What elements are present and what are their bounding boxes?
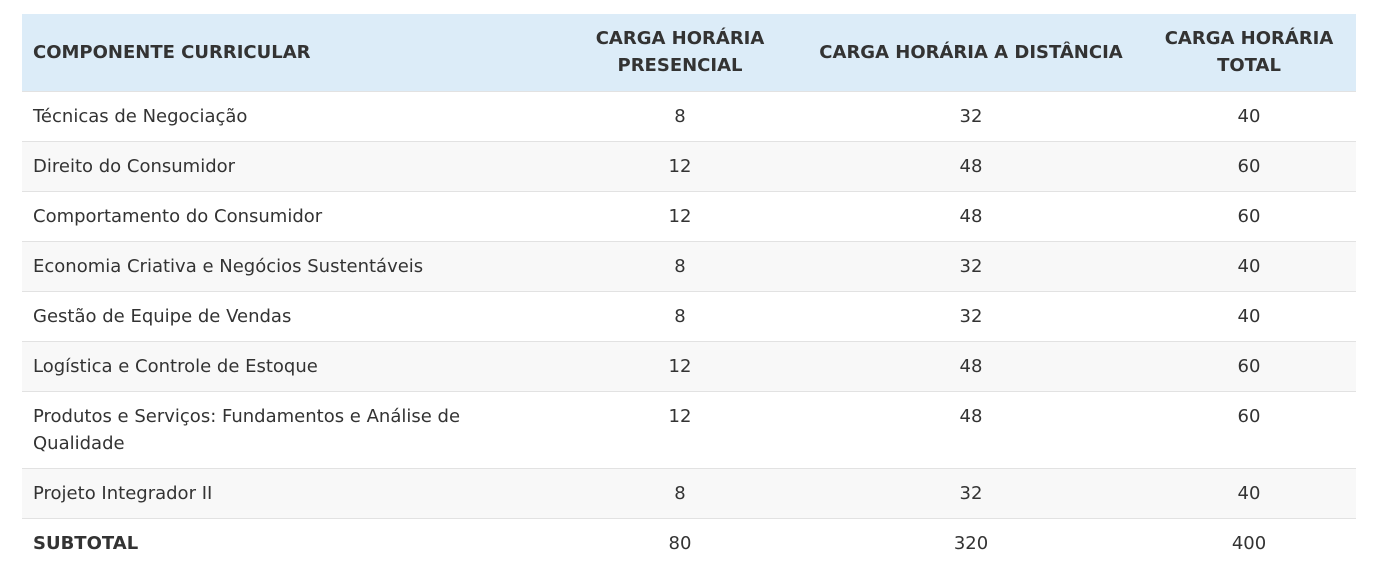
cell-presencial: 8: [560, 290, 800, 341]
header-carga-distancia: CARGA HORÁRIA A DISTÂNCIA: [819, 41, 1123, 63]
cell-distancia: 48: [800, 390, 1142, 468]
cell-componente: Economia Criativa e Negócios Sustentávei…: [22, 240, 560, 291]
cell-total: 60: [1142, 340, 1356, 391]
table-row: Produtos e Serviços: Fundamentos e Análi…: [22, 390, 1356, 468]
subtotal-row: SUBTOTAL 80 320 400: [22, 517, 1356, 568]
cell-presencial: 12: [560, 390, 800, 468]
cell-presencial: 8: [560, 467, 800, 518]
cell-total: 60: [1142, 390, 1356, 468]
header-carga-presencial: CARGA HORÁRIA PRESENCIAL: [595, 28, 765, 77]
table-row: Projeto Integrador II 8 32 40: [22, 467, 1356, 518]
cell-componente: Logística e Controle de Estoque: [22, 340, 560, 391]
cell-presencial: 12: [560, 340, 800, 391]
cell-presencial: 12: [560, 140, 800, 191]
cell-componente: Projeto Integrador II: [22, 467, 560, 518]
header-componente-curricular: COMPONENTE CURRICULAR: [33, 41, 311, 63]
cell-presencial: 12: [560, 190, 800, 241]
cell-distancia: 32: [800, 467, 1142, 518]
cell-distancia: 48: [800, 190, 1142, 241]
subtotal-presencial: 80: [560, 517, 800, 568]
cell-total: 60: [1142, 140, 1356, 191]
cell-componente: Comportamento do Consumidor: [22, 190, 560, 241]
subtotal-total: 400: [1142, 517, 1356, 568]
cell-total: 40: [1142, 90, 1356, 141]
table-row: Direito do Consumidor 12 48 60: [22, 140, 1356, 191]
cell-total: 60: [1142, 190, 1356, 241]
cell-distancia: 48: [800, 340, 1142, 391]
cell-total: 40: [1142, 467, 1356, 518]
cell-presencial: 8: [560, 240, 800, 291]
header-row: COMPONENTE CURRICULAR CARGA HORÁRIA PRES…: [22, 14, 1356, 91]
cell-componente: Direito do Consumidor: [22, 140, 560, 191]
cell-distancia: 48: [800, 140, 1142, 191]
cell-presencial: 8: [560, 90, 800, 141]
table-header: COMPONENTE CURRICULAR CARGA HORÁRIA PRES…: [22, 14, 1356, 91]
table-row: Logística e Controle de Estoque 12 48 60: [22, 340, 1356, 391]
table-row: Gestão de Equipe de Vendas 8 32 40: [22, 290, 1356, 341]
table-row: Comportamento do Consumidor 12 48 60: [22, 190, 1356, 241]
cell-componente: Técnicas de Negociação: [22, 90, 560, 141]
curriculum-table: COMPONENTE CURRICULAR CARGA HORÁRIA PRES…: [22, 14, 1356, 568]
curriculum-table-container: COMPONENTE CURRICULAR CARGA HORÁRIA PRES…: [22, 14, 1356, 568]
table-row: Técnicas de Negociação 8 32 40: [22, 90, 1356, 141]
cell-distancia: 32: [800, 290, 1142, 341]
cell-distancia: 32: [800, 90, 1142, 141]
cell-total: 40: [1142, 240, 1356, 291]
cell-componente: Produtos e Serviços: Fundamentos e Análi…: [22, 390, 560, 468]
subtotal-label: SUBTOTAL: [22, 517, 560, 568]
subtotal-distancia: 320: [800, 517, 1142, 568]
cell-distancia: 32: [800, 240, 1142, 291]
table-body: Técnicas de Negociação 8 32 40 Direito d…: [22, 90, 1356, 568]
header-carga-total: CARGA HORÁRIA TOTAL: [1164, 28, 1334, 77]
cell-componente: Gestão de Equipe de Vendas: [22, 290, 560, 341]
table-row: Economia Criativa e Negócios Sustentávei…: [22, 240, 1356, 291]
cell-total: 40: [1142, 290, 1356, 341]
